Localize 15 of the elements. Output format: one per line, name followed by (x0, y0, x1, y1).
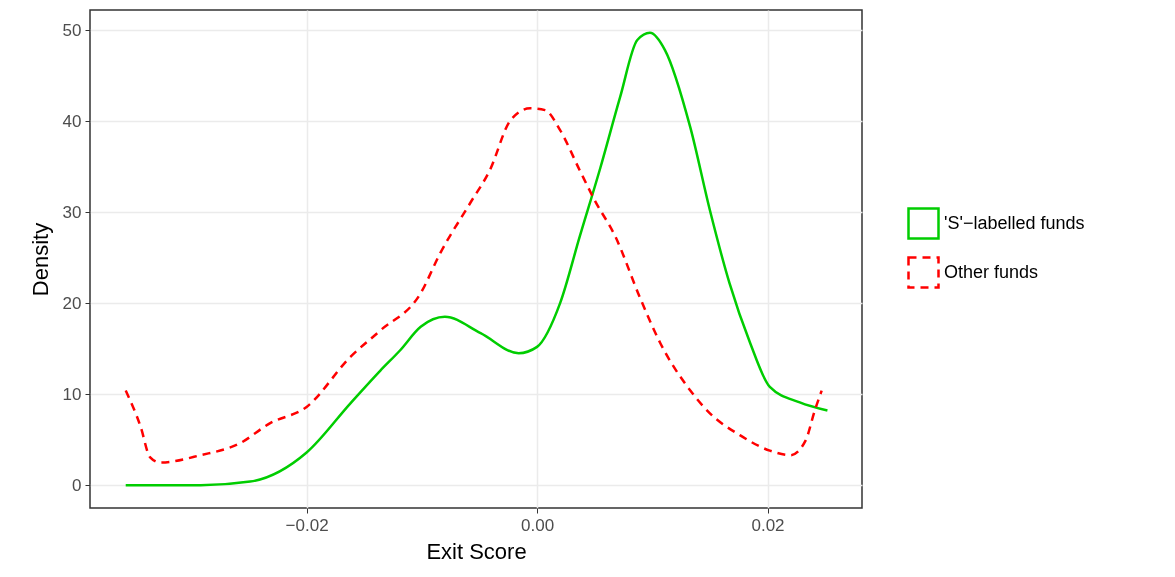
line-series (124, 31, 829, 487)
y-tick-label: 10 (62, 384, 82, 404)
x-tick-label: −0.02 (285, 515, 329, 535)
y-tick-label: 30 (62, 202, 82, 222)
legend-label: 'S'−labelled funds (944, 212, 1085, 233)
x-tick-label: 0.00 (521, 515, 555, 535)
line-series (124, 107, 823, 464)
y-tick-label: 20 (62, 293, 82, 313)
x-tick-label: 0.02 (751, 515, 785, 535)
y-tick-label: 0 (72, 475, 82, 495)
y-tick-label: 40 (62, 111, 82, 131)
y-tick-label: 50 (62, 20, 82, 40)
x-axis-title: Exit Score (426, 538, 527, 564)
legend-label: Other funds (944, 261, 1039, 282)
y-axis-title: Density (27, 222, 53, 297)
